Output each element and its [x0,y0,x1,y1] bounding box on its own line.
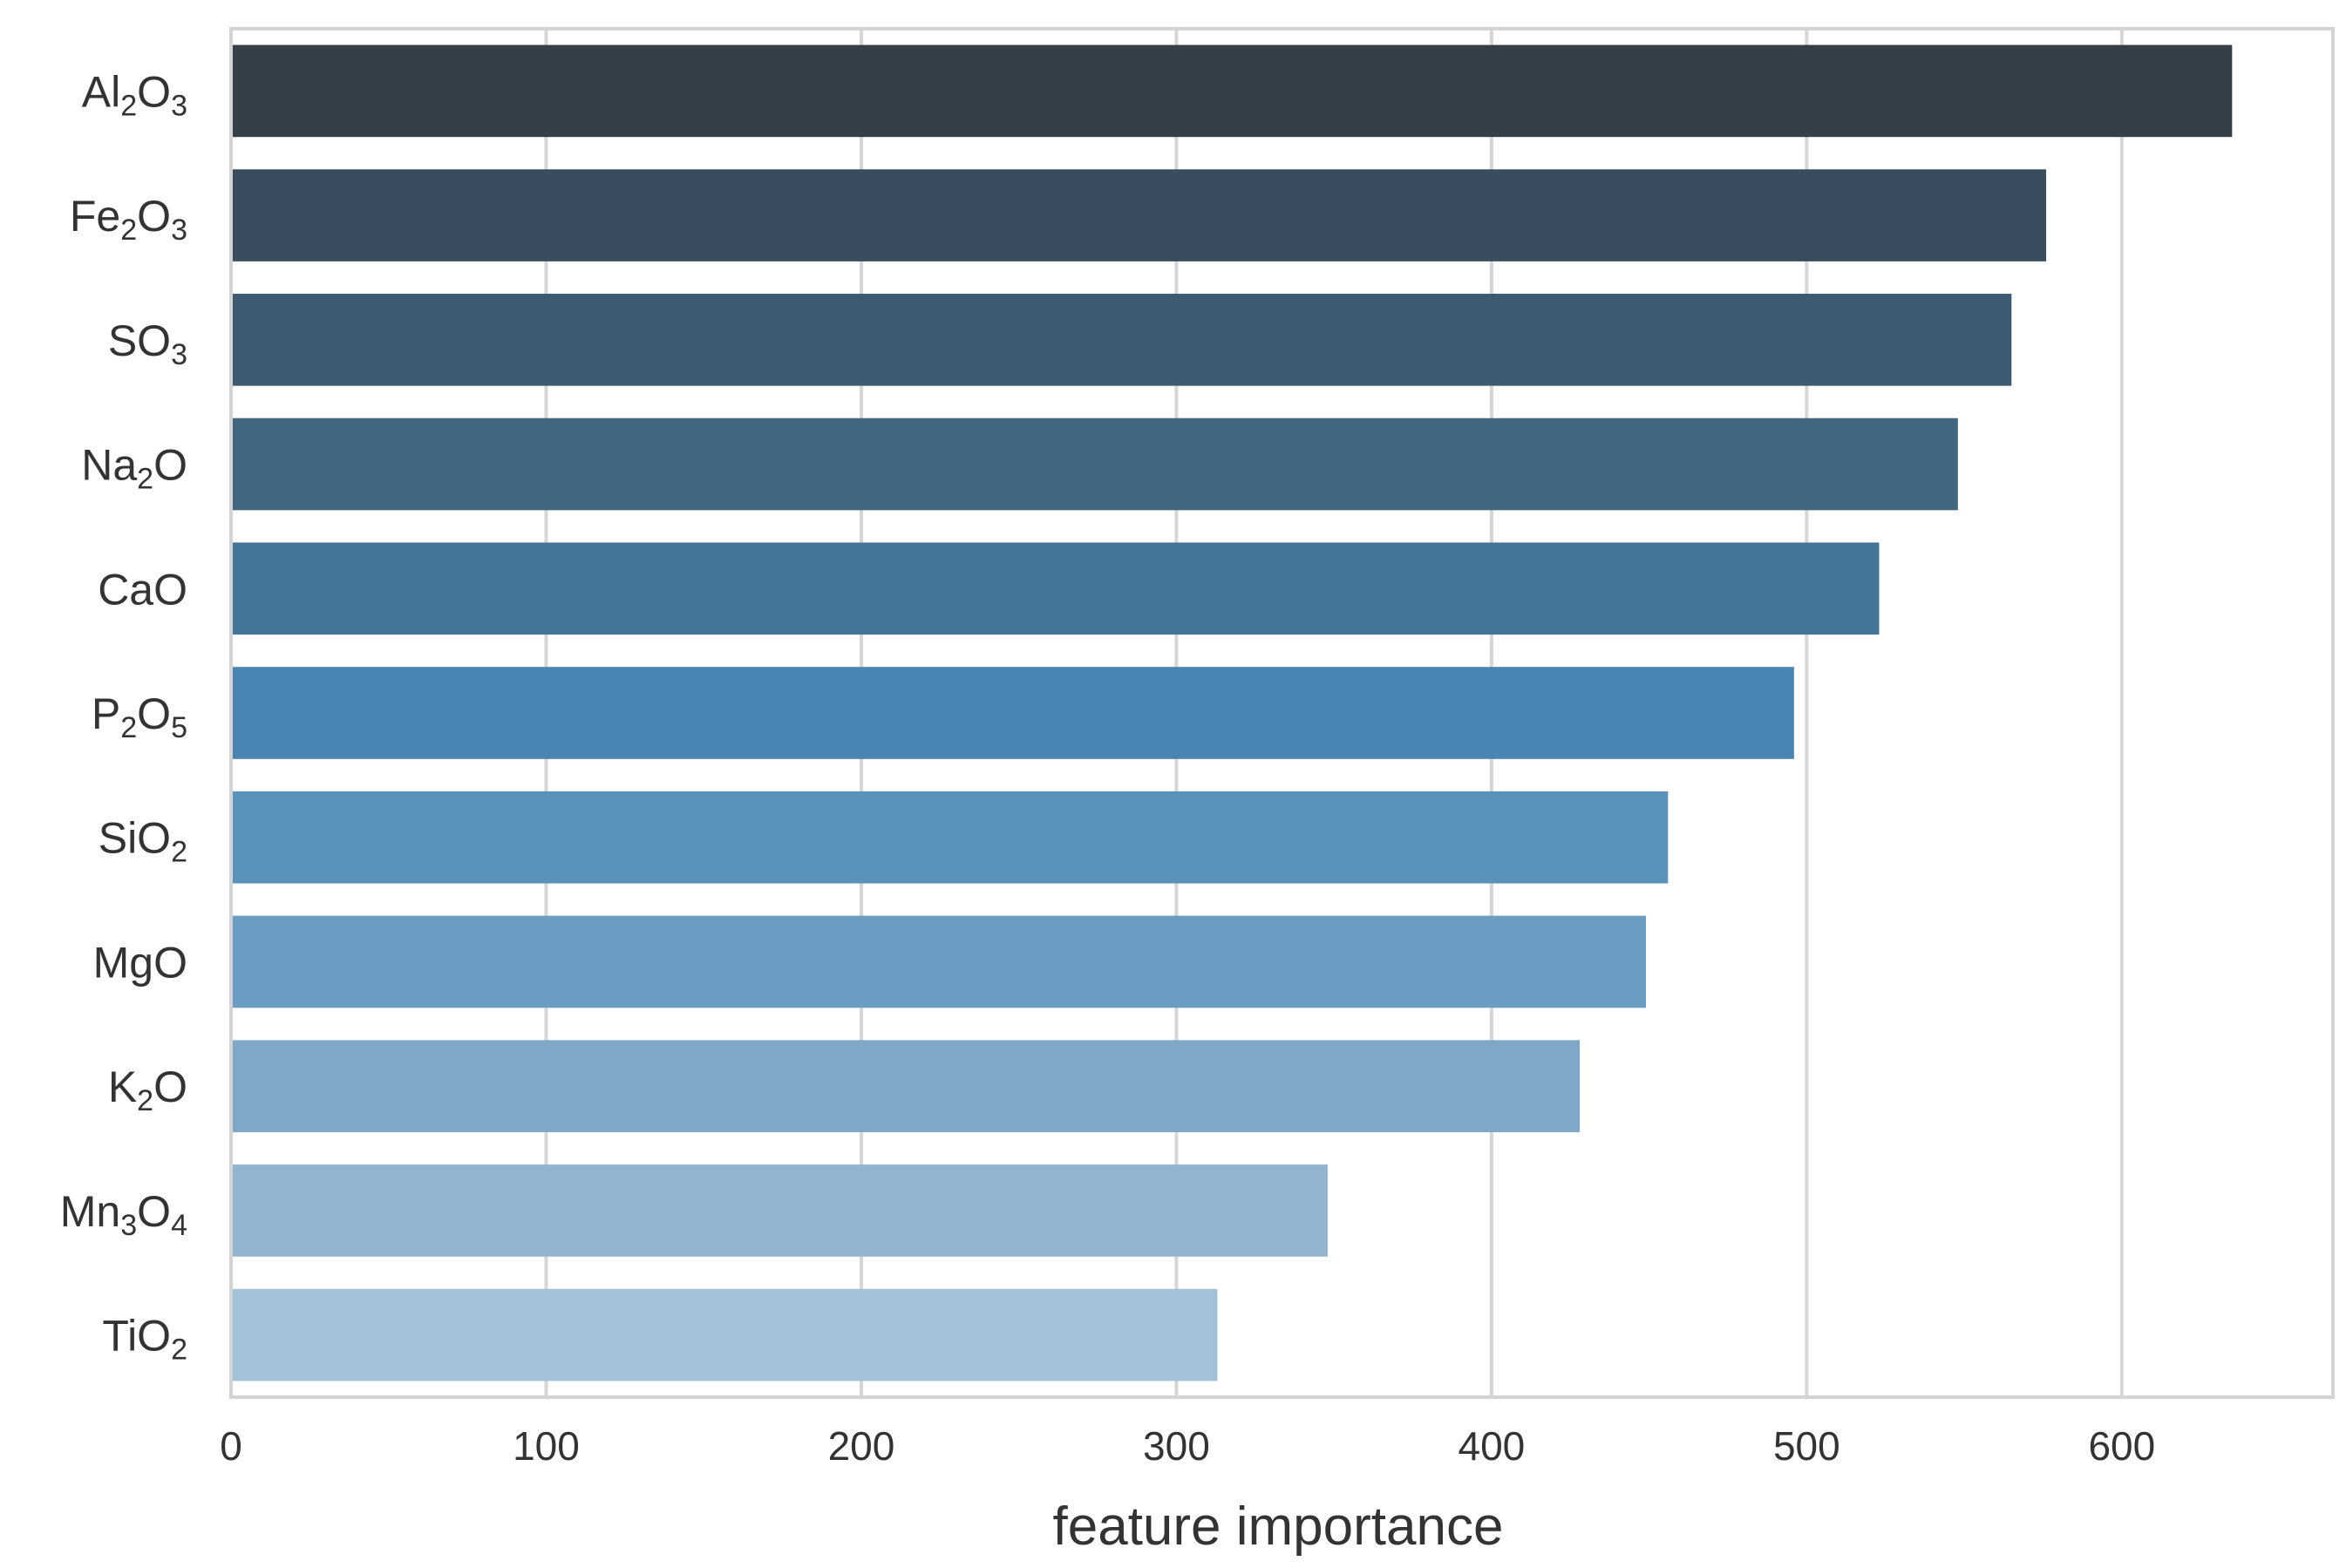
x-tick-label: 300 [1143,1423,1210,1469]
x-tick-label: 200 [828,1423,895,1469]
y-category-label: MgO [93,938,187,987]
bar [231,44,2233,138]
bar [231,791,1669,884]
y-category-label: TiO2 [102,1312,187,1367]
x-tick-labels: 0 100 200 300 400 500 600 [220,1423,2155,1469]
y-category-label: Mn3O4 [60,1187,187,1242]
y-category-label: Na2O [81,441,187,496]
y-category-label: Fe2O3 [70,192,187,247]
y-category-label: K2O [108,1062,187,1117]
x-tick-label: 100 [513,1423,580,1469]
y-category-label: CaO [98,565,187,614]
x-tick-label: 400 [1459,1423,1526,1469]
bars [231,44,2233,1381]
y-category-labels: Al2O3 Fe2O3 SO3 Na2O CaO P2O5 SiO2 MgO K2O Mn3O4 T… [60,67,187,1366]
x-tick-label: 600 [2088,1423,2155,1469]
bar [231,294,2012,386]
bar [231,1164,1328,1257]
bar [231,417,1958,511]
x-axis-label: feature importance [1053,1497,1504,1557]
bar [231,1288,1218,1381]
y-category-label: P2O5 [92,689,187,744]
bar [231,915,1646,1008]
y-category-label: SO3 [108,316,187,371]
bar [231,667,1794,759]
bar [231,169,2047,261]
y-category-label: Al2O3 [82,67,187,122]
y-category-label: SiO2 [99,814,187,869]
x-tick-label: 0 [220,1423,242,1469]
bar [231,542,1880,635]
plot-frame [229,27,2335,1399]
bar [231,1040,1581,1132]
x-tick-label: 500 [1773,1423,1840,1469]
